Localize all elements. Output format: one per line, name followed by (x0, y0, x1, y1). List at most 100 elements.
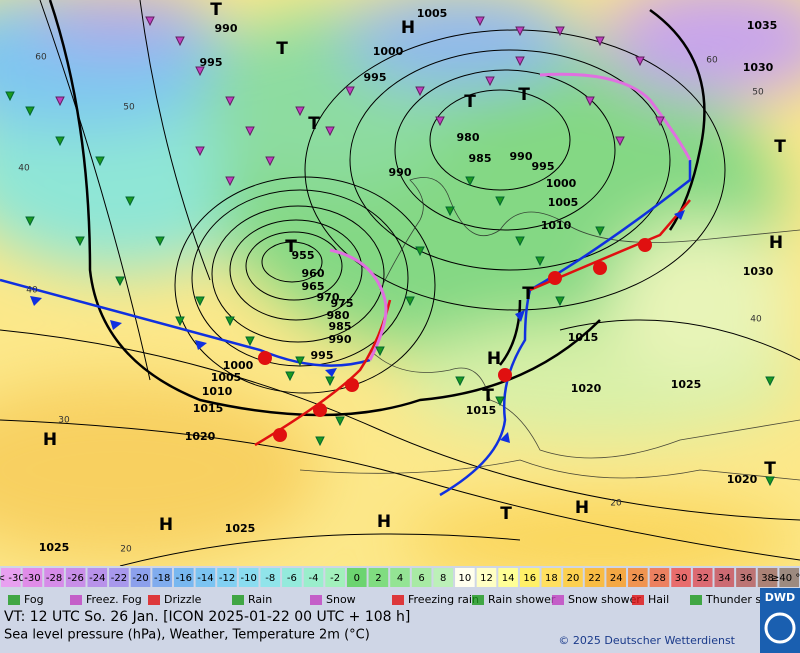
pressure-system: H (43, 430, 57, 450)
rain-symbol (25, 106, 35, 117)
pressure-system: T (774, 137, 786, 157)
color-swatch (757, 568, 778, 587)
color-label: -18 (154, 573, 170, 584)
pressure-label: 1025 (671, 378, 702, 391)
color-swatch (779, 568, 799, 587)
rain-symbol (335, 416, 345, 427)
copyright: © 2025 Deutscher Wetterdienst (558, 634, 735, 647)
color-label: 2 (375, 573, 381, 584)
pressure-label: 1005 (211, 371, 242, 384)
rain-symbol (595, 226, 605, 237)
pressure-system: T (482, 386, 494, 406)
pressure-label: 1020 (571, 382, 602, 395)
temperature-label: 60 (706, 56, 718, 66)
rain-symbol (25, 216, 35, 227)
pressure-system: H (377, 512, 391, 532)
valid-time: VT: 12 UTC So. 26 Jan. [ICON 2025-01-22 … (4, 609, 410, 625)
pressure-label: 1010 (202, 385, 233, 398)
color-label: -24 (89, 573, 105, 584)
color-label: 4 (397, 573, 403, 584)
pressure-label: 995 (200, 56, 223, 69)
pressure-system: H (159, 515, 173, 535)
rain-symbol (415, 246, 425, 257)
pressure-label: 1000 (546, 177, 577, 190)
snow-symbol (515, 26, 525, 37)
color-label: < -30 (0, 573, 25, 584)
color-label: 10 (458, 573, 471, 584)
pressure-label: 990 (329, 333, 352, 346)
pressure-label: 1015 (193, 402, 224, 415)
rain-symbol (315, 436, 325, 447)
pressure-label: 995 (311, 349, 334, 362)
rain-symbol (445, 206, 455, 217)
color-swatch (584, 568, 605, 587)
pressure-system: T (276, 39, 288, 59)
color-label: -26 (68, 573, 84, 584)
weather-legend: Fog Freez. Fog Drizzle Rain Snow Freezing rai… (8, 593, 787, 606)
snow-symbol (195, 66, 205, 77)
color-label: 30 (675, 573, 688, 584)
pressure-label: 1025 (39, 541, 70, 554)
temperature-label: 20 (120, 545, 132, 555)
pressure-system: T (285, 237, 297, 257)
color-swatch (736, 568, 756, 587)
color-swatch (1, 568, 21, 587)
snow-symbol (655, 116, 665, 127)
pressure-label: 980 (327, 309, 350, 322)
rain-symbol (455, 376, 465, 387)
pressure-system: T (764, 459, 776, 479)
rain-symbol (405, 296, 415, 307)
color-label: -14 (197, 573, 213, 584)
pressure-label: 1025 (225, 522, 256, 535)
legend-icon (148, 595, 160, 605)
color-label: 14 (502, 573, 515, 584)
pressure-system: T (500, 504, 512, 524)
snow-symbol (265, 156, 275, 167)
rain-symbol (175, 316, 185, 327)
pressure-label: 980 (457, 131, 480, 144)
temperature-label: 50 (123, 103, 135, 113)
rain-symbol (555, 296, 565, 307)
pressure-label: 1005 (417, 7, 448, 20)
temperature-label: 40 (26, 286, 38, 296)
legend-icon (232, 595, 244, 605)
color-label: 38 (761, 573, 774, 584)
color-label: -2 (330, 573, 340, 584)
color-label: -28 (46, 573, 62, 584)
color-label: 20 (567, 573, 580, 584)
pressure-label: 1015 (568, 331, 599, 344)
color-swatch (628, 568, 648, 587)
rain-symbol (5, 91, 15, 102)
pressure-system: T (464, 92, 476, 112)
snow-symbol (55, 96, 65, 107)
color-swatch (195, 568, 216, 587)
pressure-system: T (210, 0, 222, 20)
pressure-system: H (769, 233, 783, 253)
color-swatch (109, 568, 129, 587)
snow-symbol (475, 16, 485, 27)
color-label: -20 (132, 573, 148, 584)
pressure-label: 960 (302, 267, 325, 280)
rain-symbol (495, 396, 505, 407)
pressure-label: 985 (329, 320, 352, 333)
pressure-label: 1020 (185, 430, 216, 443)
pressure-label: 995 (532, 160, 555, 173)
color-label: 0 (354, 573, 360, 584)
legend-label: Rain shower (488, 593, 556, 606)
rain-symbol (375, 346, 385, 357)
color-swatch (671, 568, 691, 587)
rain-symbol (195, 296, 205, 307)
legend-icon (392, 595, 404, 605)
snow-symbol (585, 96, 595, 107)
color-swatch (260, 568, 281, 587)
color-label: -30 (24, 573, 40, 584)
snow-symbol (615, 136, 625, 147)
temperature-label: 50 (752, 88, 764, 98)
pressure-label: 1005 (548, 196, 579, 209)
pressure-system: T (518, 85, 530, 105)
rain-symbol (155, 236, 165, 247)
snow-symbol (435, 116, 445, 127)
legend-icon (632, 595, 644, 605)
